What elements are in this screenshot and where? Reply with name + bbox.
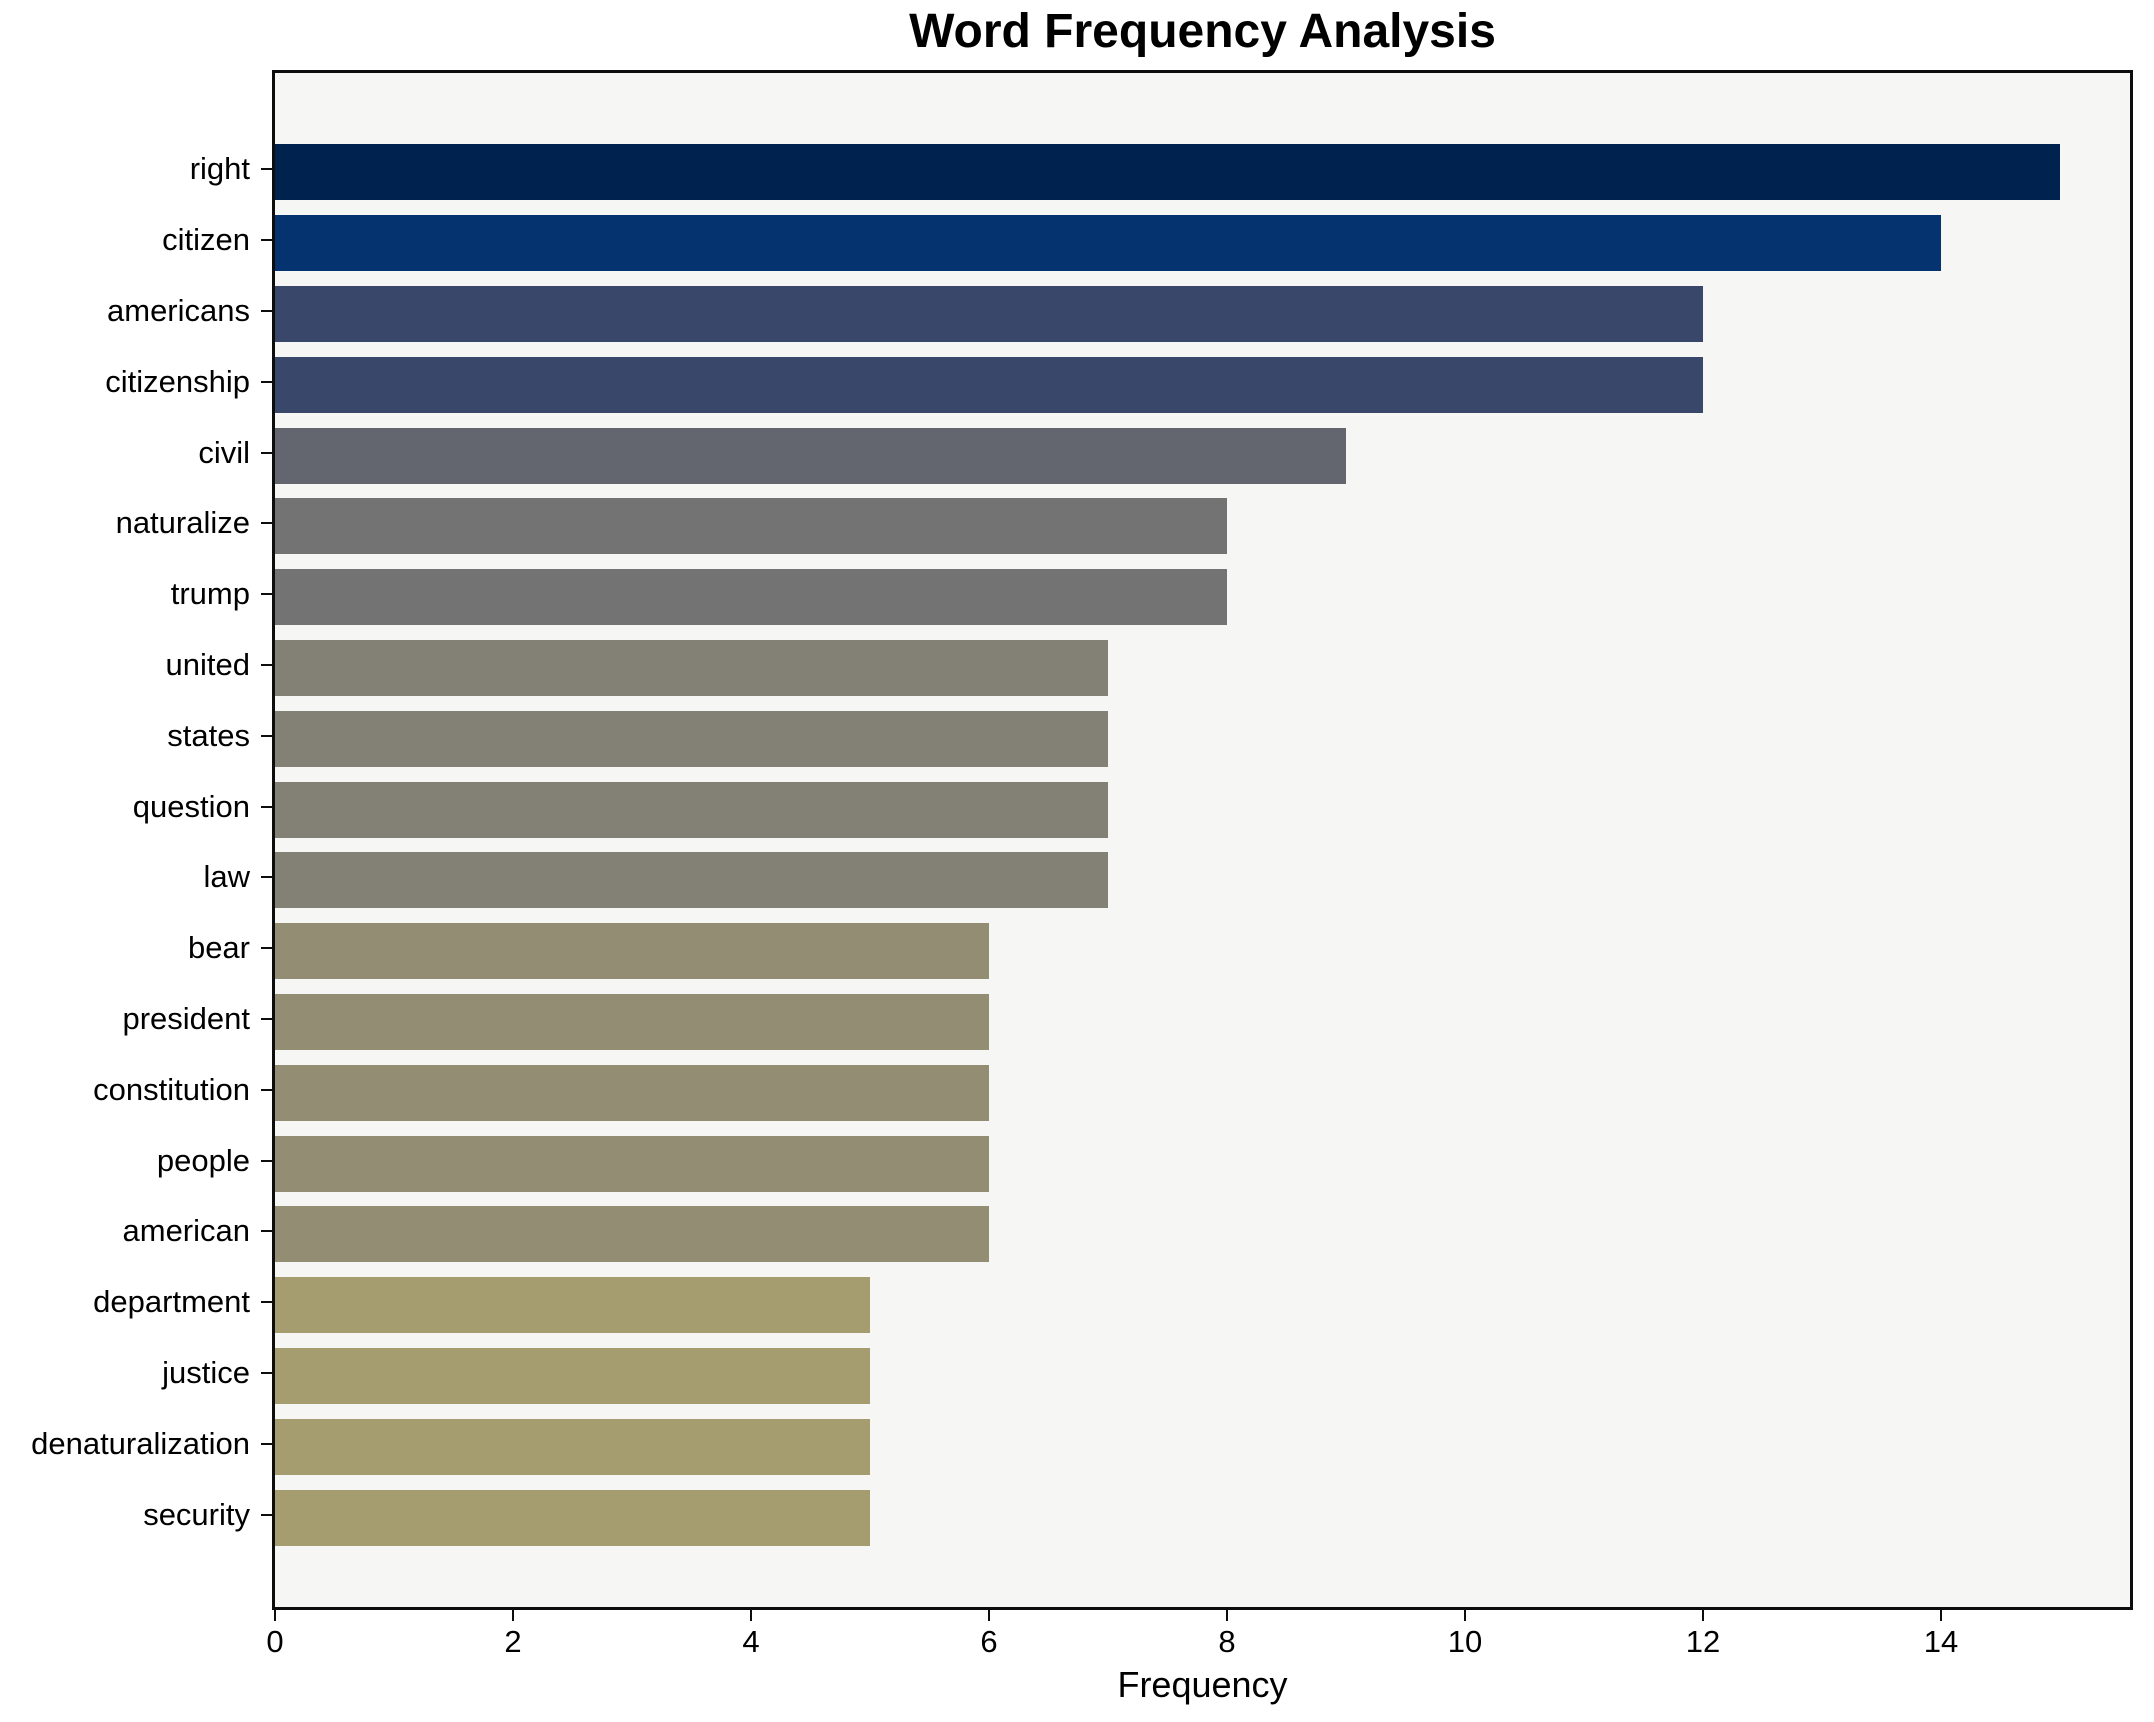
y-tick-mark (261, 1513, 272, 1516)
x-tick-mark (1226, 1610, 1228, 1621)
y-tick-label-denaturalization: denaturalization (31, 1425, 250, 1461)
chart-title: Word Frequency Analysis (909, 5, 1496, 58)
bar-question (275, 781, 1108, 838)
bar-president (275, 994, 989, 1050)
y-tick-mark (261, 1018, 272, 1020)
bar-law (275, 852, 1108, 909)
y-tick-mark (261, 1159, 272, 1162)
y-tick-label-civil: civil (198, 434, 250, 470)
y-tick-mark (261, 380, 272, 383)
y-tick-mark (261, 876, 272, 879)
bar-citizen (275, 215, 1941, 272)
y-tick-mark (261, 239, 272, 242)
y-tick-label-president: president (122, 1000, 250, 1036)
plot-area (272, 70, 2133, 1610)
y-tick-mark (261, 522, 272, 525)
x-tick-mark (1464, 1610, 1466, 1621)
bar-trump (275, 569, 1227, 626)
x-axis-title: Frequency (1117, 1664, 1288, 1705)
bar-justice (275, 1348, 870, 1404)
bar-american (275, 1206, 989, 1263)
x-tick-mark (1940, 1610, 1942, 1621)
x-tick-label-2: 2 (504, 1624, 522, 1659)
x-tick-label-14: 14 (1923, 1624, 1959, 1659)
y-tick-mark (261, 451, 272, 454)
x-tick-mark (512, 1610, 514, 1621)
y-tick-label-security: security (143, 1496, 250, 1532)
x-tick-label-0: 0 (266, 1624, 284, 1659)
y-tick-label-question: question (132, 788, 250, 824)
x-tick-mark (274, 1610, 276, 1621)
y-tick-label-right: right (189, 151, 250, 187)
y-tick-mark (261, 805, 272, 808)
y-tick-label-citizen: citizen (162, 222, 250, 258)
y-tick-label-americans: americans (107, 292, 250, 328)
bar-naturalize (275, 498, 1227, 555)
y-tick-label-american: american (122, 1213, 251, 1249)
y-tick-label-justice: justice (162, 1354, 250, 1390)
y-tick-label-trump: trump (170, 576, 250, 612)
y-tick-label-naturalize: naturalize (115, 505, 250, 541)
x-tick-mark (1702, 1610, 1704, 1621)
x-tick-mark (750, 1610, 752, 1621)
y-tick-mark (261, 947, 272, 950)
bar-department (275, 1277, 870, 1334)
y-tick-label-law: law (203, 859, 250, 895)
y-tick-mark (261, 593, 272, 596)
bar-united (275, 640, 1108, 696)
y-tick-mark (261, 1230, 272, 1233)
bar-denaturalization (275, 1418, 870, 1475)
y-tick-label-states: states (167, 717, 250, 753)
y-tick-label-bear: bear (187, 930, 250, 966)
y-tick-label-citizenship: citizenship (105, 363, 250, 399)
bar-bear (275, 923, 989, 980)
bar-constitution (275, 1064, 989, 1121)
bar-citizenship (275, 356, 1703, 413)
y-tick-mark (261, 1088, 272, 1091)
bar-states (275, 710, 1108, 767)
y-tick-mark (261, 168, 272, 171)
y-tick-mark (261, 1301, 272, 1304)
bar-security (275, 1489, 870, 1546)
y-tick-label-united: united (165, 646, 250, 682)
y-tick-mark (261, 734, 272, 737)
bar-right (275, 144, 2060, 201)
x-tick-label-12: 12 (1685, 1624, 1721, 1659)
x-tick-label-6: 6 (980, 1624, 998, 1659)
x-tick-mark (988, 1610, 990, 1621)
x-tick-label-8: 8 (1218, 1624, 1236, 1659)
y-tick-mark (261, 1372, 272, 1374)
y-tick-label-constitution: constitution (93, 1071, 250, 1107)
y-tick-label-people: people (156, 1142, 250, 1178)
y-tick-label-department: department (93, 1284, 250, 1320)
bar-people (275, 1135, 989, 1192)
bar-civil (275, 427, 1346, 484)
x-tick-label-4: 4 (742, 1624, 760, 1659)
y-tick-mark (261, 1442, 272, 1445)
y-tick-mark (261, 310, 272, 312)
y-tick-mark (261, 664, 272, 666)
x-tick-label-10: 10 (1447, 1624, 1483, 1659)
bar-americans (275, 286, 1703, 342)
